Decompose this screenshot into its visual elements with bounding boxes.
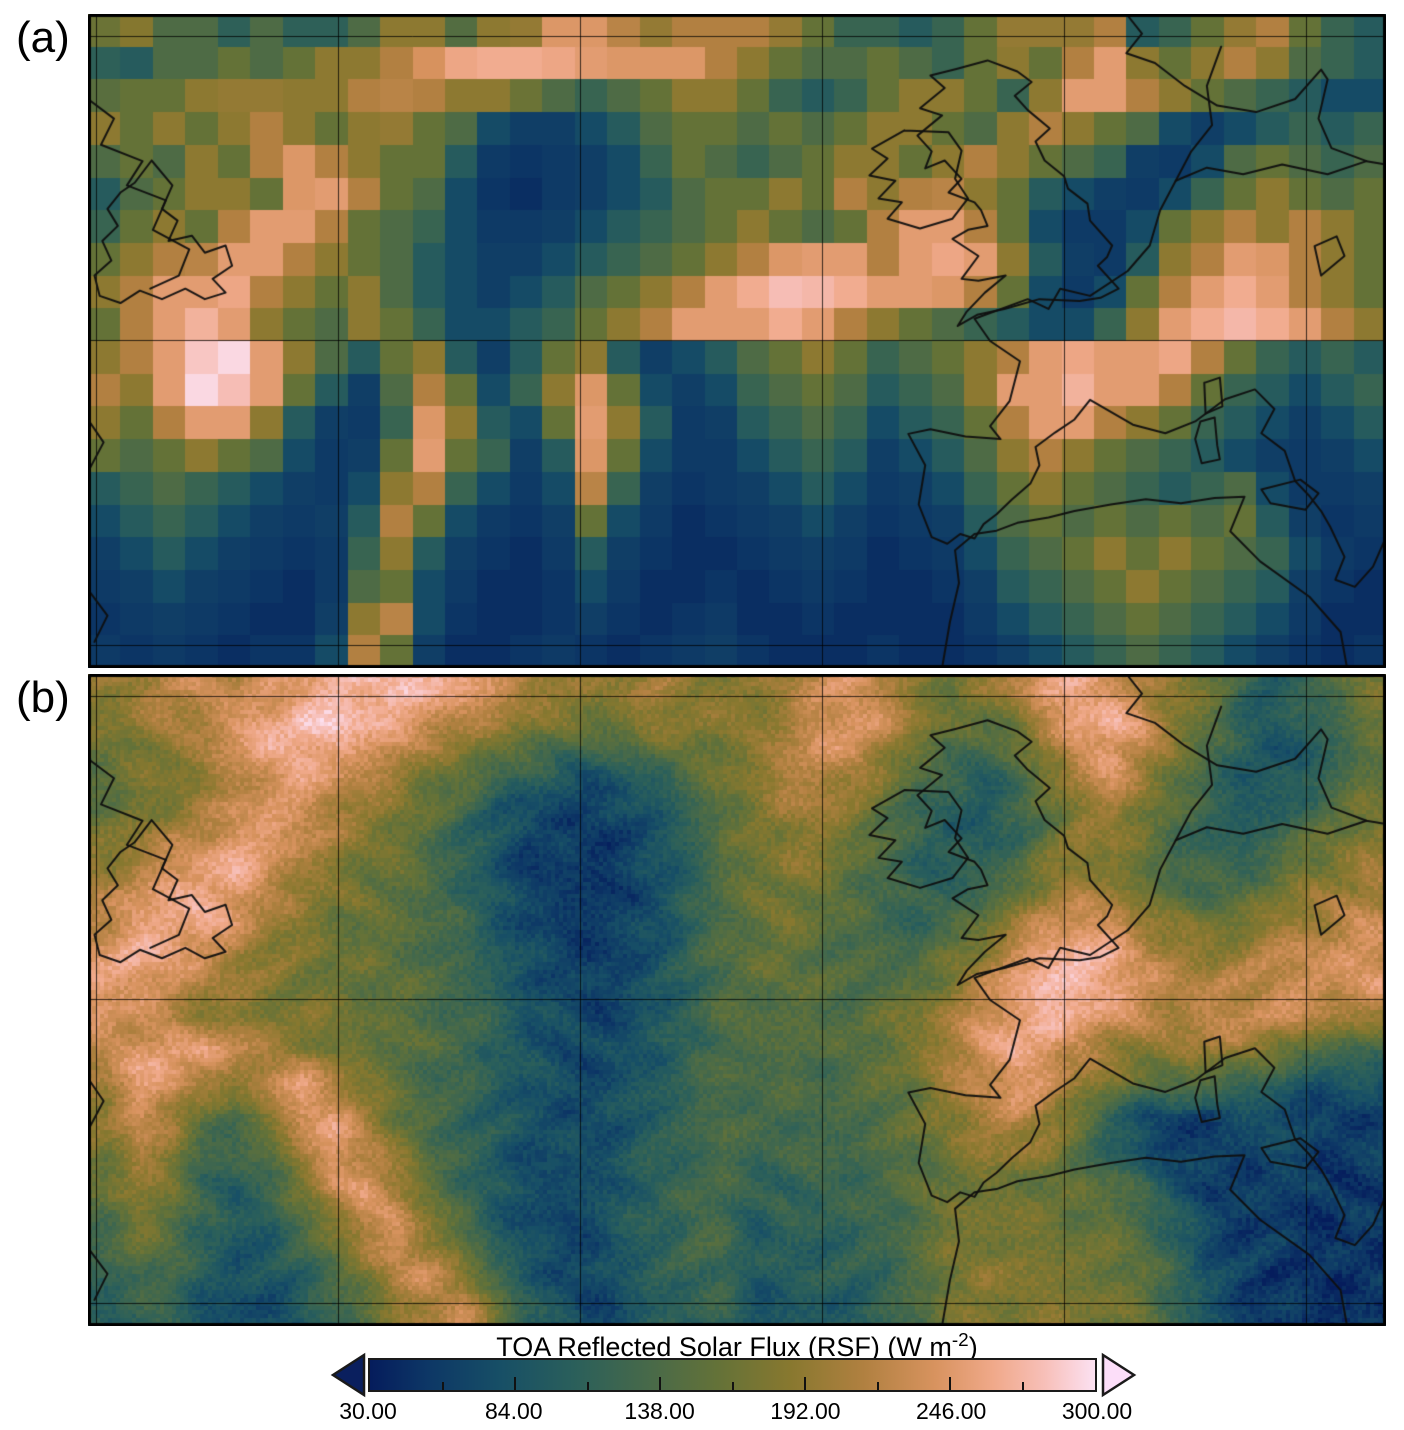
colorbar-under-range-arrow: [330, 1352, 366, 1398]
colorbar-gradient: [368, 1358, 1097, 1392]
colorbar-over-range-arrow: [1101, 1352, 1137, 1398]
colorbar-major-tick: [949, 1377, 951, 1390]
panel-a-heatmap: [88, 14, 1386, 668]
panel-b-label: (b): [16, 673, 70, 722]
colorbar-major-tick: [659, 1377, 661, 1390]
colorbar-minor-tick: [586, 1382, 589, 1390]
colorbar-tick-label: 138.00: [624, 1398, 695, 1424]
colorbar-title-exponent: -2: [951, 1330, 969, 1351]
colorbar-minor-tick: [876, 1382, 879, 1390]
panel-b-heatmap: [88, 674, 1386, 1326]
colorbar-tick-label: 84.00: [485, 1398, 543, 1424]
panel-a-label: (a): [16, 13, 70, 62]
colorbar-minor-tick: [441, 1382, 444, 1390]
colorbar-title-main: TOA Reflected Solar Flux (RSF) (W m: [496, 1332, 952, 1362]
colorbar-minor-tick: [1021, 1382, 1024, 1390]
colorbar-major-tick: [514, 1377, 516, 1390]
colorbar-tick-label: 192.00: [770, 1398, 841, 1424]
colorbar-tick-label: 30.00: [339, 1398, 397, 1424]
colorbar-tick-label: 300.00: [1061, 1398, 1133, 1424]
colorbar-minor-tick: [731, 1382, 734, 1390]
colorbar-major-tick: [804, 1377, 806, 1390]
colorbar-tick-label: 246.00: [916, 1398, 987, 1424]
colorbar-title: TOA Reflected Solar Flux (RSF) (W m-2): [88, 1330, 1386, 1363]
colorbar-title-end: ): [968, 1332, 978, 1362]
